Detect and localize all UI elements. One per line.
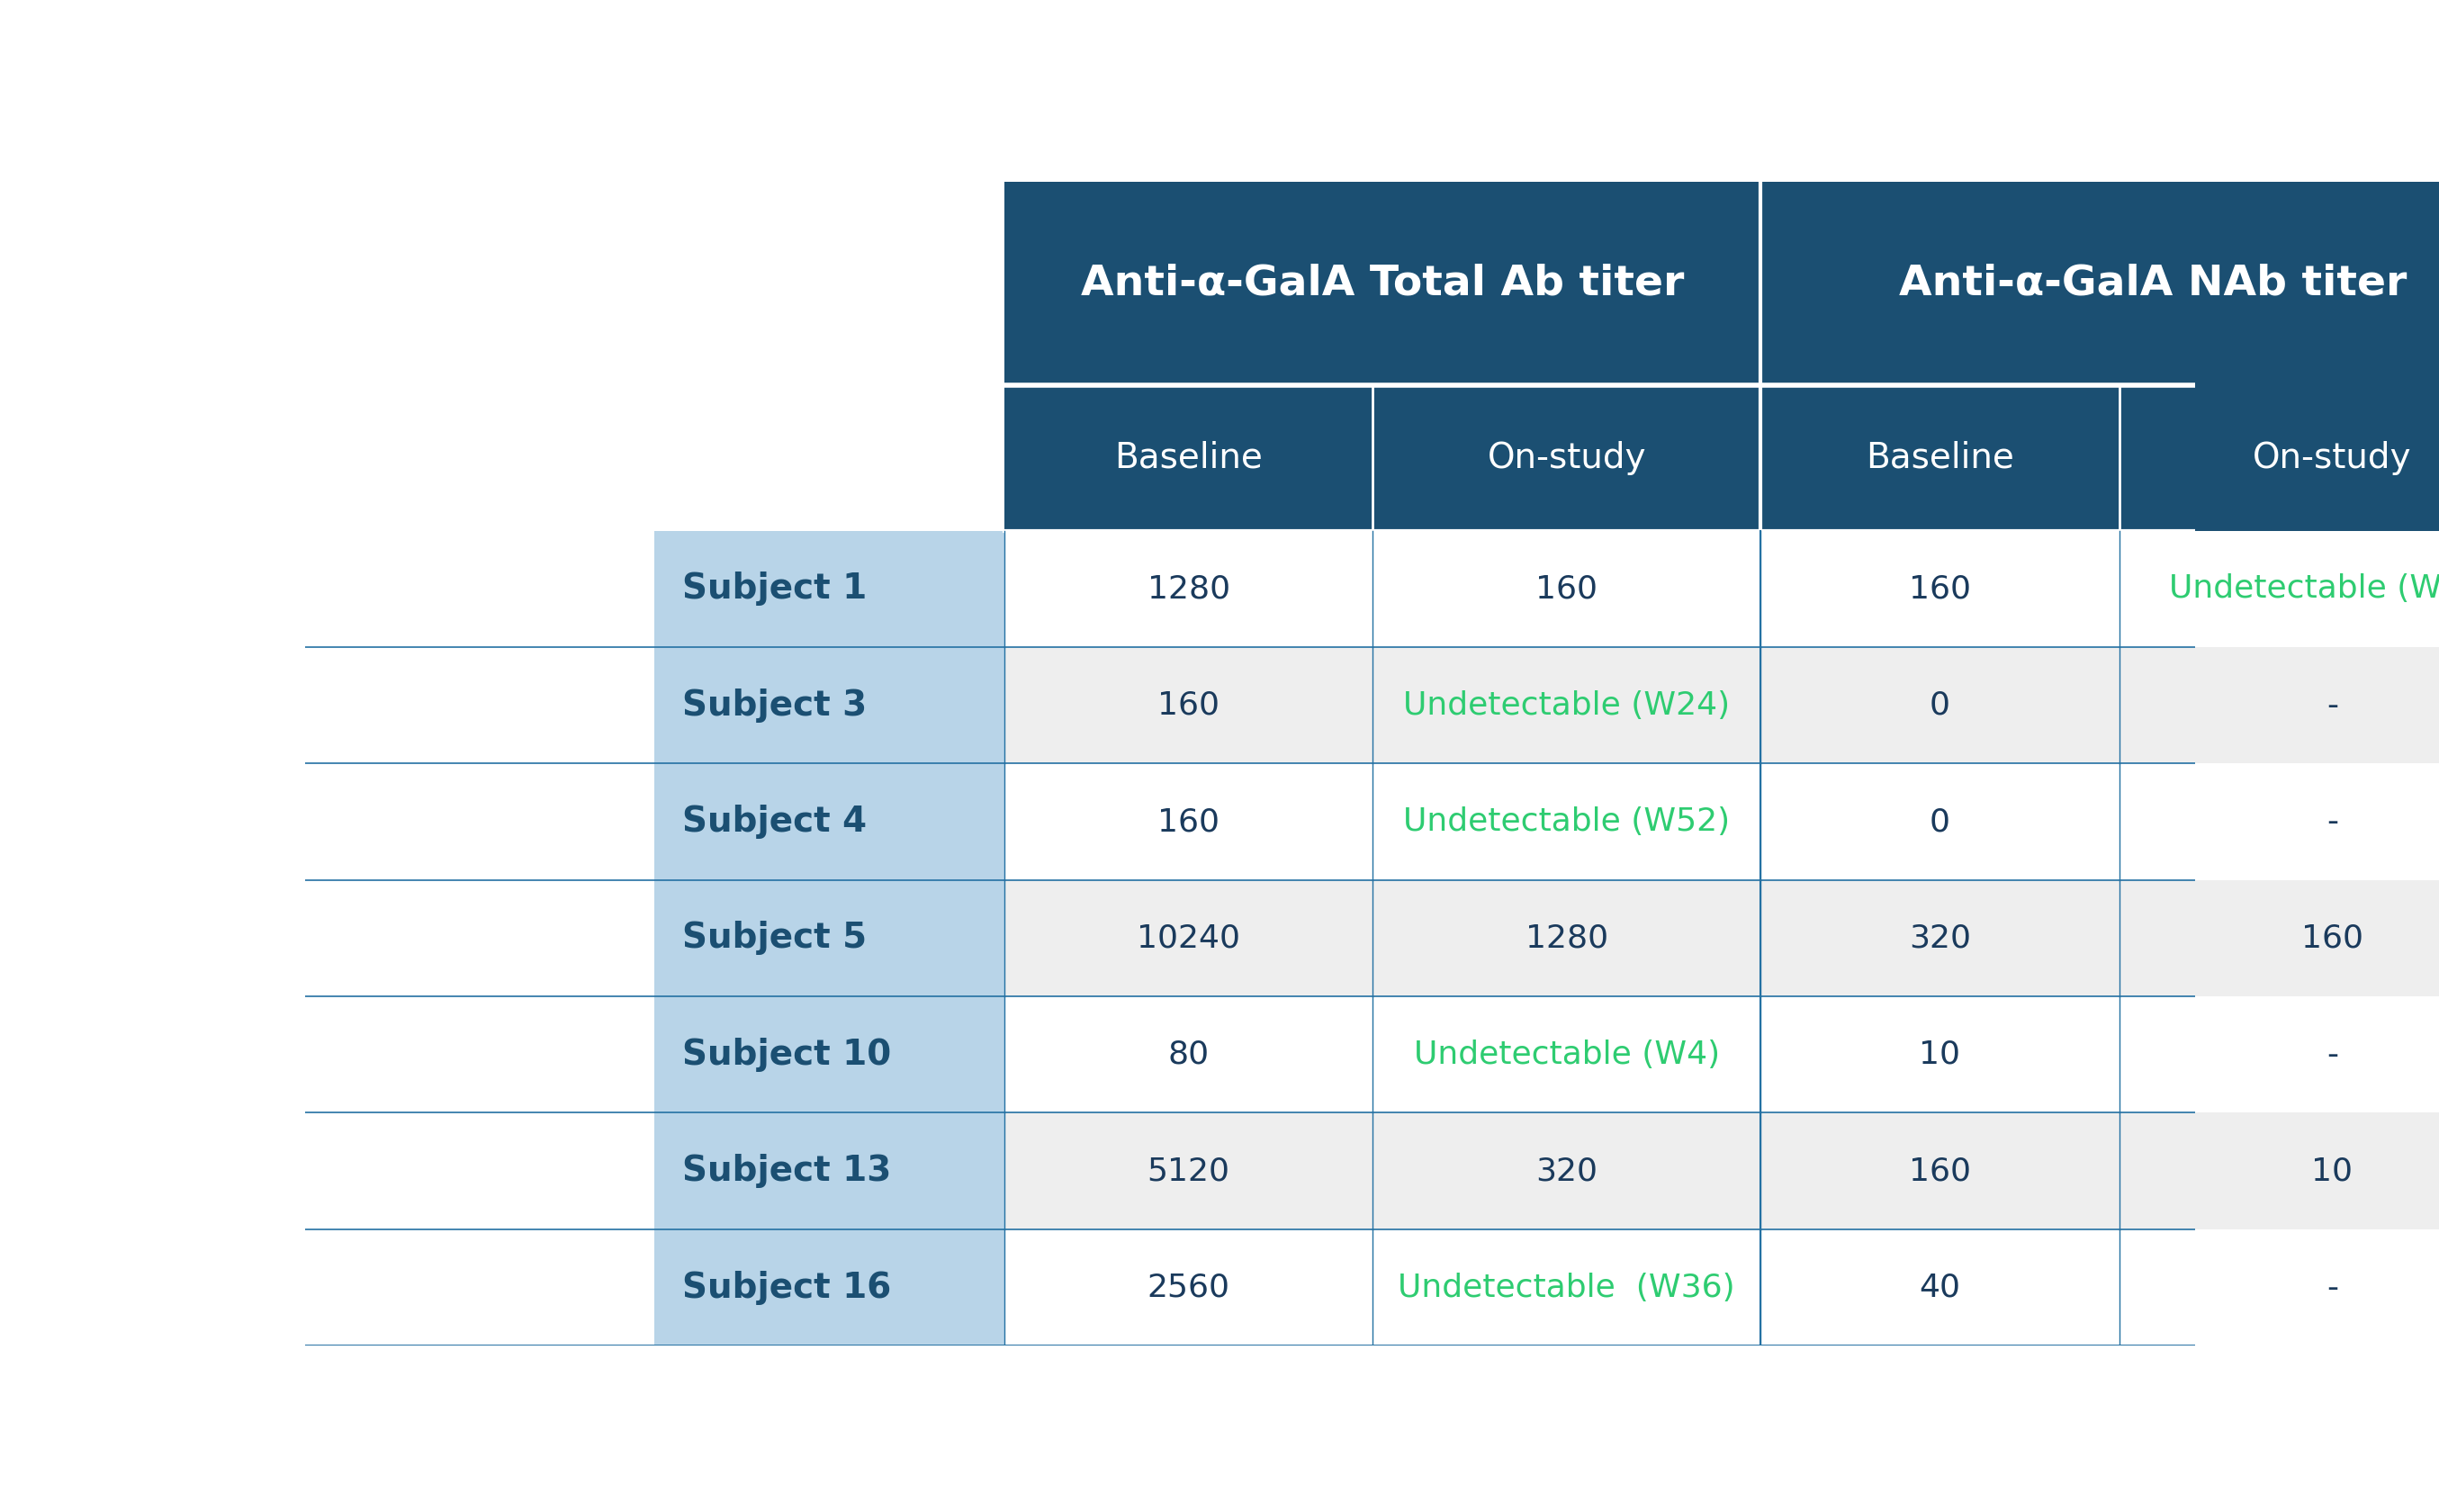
Text: 1280: 1280 (1146, 573, 1229, 605)
Text: -: - (2327, 1039, 2339, 1070)
Text: Undetectable (W24): Undetectable (W24) (1402, 689, 1729, 721)
Bar (1761, 386, 2119, 531)
Bar (1005, 386, 1373, 531)
Text: Subject 4: Subject 4 (683, 804, 868, 839)
Text: 160: 160 (2300, 922, 2363, 954)
Bar (1373, 647, 1761, 764)
Bar (1373, 531, 1761, 647)
Text: 40: 40 (1919, 1272, 1961, 1303)
Bar (1761, 764, 2119, 880)
Bar (1373, 880, 1761, 996)
Text: 160: 160 (1159, 806, 1220, 838)
Bar (654, 386, 1005, 531)
Bar (2119, 531, 2439, 647)
Bar (1761, 647, 2119, 764)
Text: 160: 160 (1159, 689, 1220, 721)
Text: Subject 3: Subject 3 (683, 688, 868, 723)
Bar (2119, 386, 2439, 531)
Text: On-study: On-study (1488, 442, 1646, 475)
Bar (2119, 880, 2439, 996)
Text: Undetectable (W36): Undetectable (W36) (2168, 573, 2439, 605)
Bar (1005, 181, 1761, 386)
Text: 160: 160 (1910, 573, 1971, 605)
Text: 10: 10 (1919, 1039, 1961, 1070)
Text: Undetectable  (W36): Undetectable (W36) (1398, 1272, 1734, 1303)
Text: 10: 10 (2312, 1155, 2354, 1187)
Bar (1005, 1229, 1373, 1346)
Bar (305, 181, 654, 531)
Text: Subject 16: Subject 16 (683, 1270, 893, 1305)
Text: Subject 10: Subject 10 (683, 1037, 893, 1072)
Bar (654, 880, 1005, 996)
Bar (1005, 531, 1373, 647)
Bar (1005, 647, 1373, 764)
Bar (654, 1113, 1005, 1229)
Text: -: - (2327, 689, 2339, 721)
Text: Baseline: Baseline (1866, 442, 2015, 475)
Text: On-study: On-study (2254, 442, 2412, 475)
Bar (1761, 531, 2119, 647)
Bar (654, 181, 1005, 386)
Text: 5120: 5120 (1146, 1155, 1229, 1187)
Bar (1005, 1113, 1373, 1229)
Bar (1373, 386, 1761, 531)
Bar (654, 996, 1005, 1113)
Bar (1373, 996, 1761, 1113)
Text: 0: 0 (1929, 806, 1951, 838)
Bar (1005, 880, 1373, 996)
Bar (2119, 1113, 2439, 1229)
Bar (1761, 181, 2439, 386)
Text: 320: 320 (1537, 1155, 1598, 1187)
Text: 2560: 2560 (1146, 1272, 1229, 1303)
Text: Anti-α-GalA NAb titer: Anti-α-GalA NAb titer (1898, 263, 2407, 304)
Bar (1005, 764, 1373, 880)
Text: 160: 160 (1910, 1155, 1971, 1187)
Bar (1373, 764, 1761, 880)
Text: -: - (2327, 806, 2339, 838)
Text: Undetectable (W4): Undetectable (W4) (1415, 1039, 1719, 1070)
Text: Baseline: Baseline (1115, 442, 1263, 475)
Bar (1761, 1229, 2119, 1346)
Bar (2119, 996, 2439, 1113)
Bar (2119, 647, 2439, 764)
Text: -: - (2327, 1272, 2339, 1303)
Text: 320: 320 (1910, 922, 1971, 954)
Bar (1761, 880, 2119, 996)
Bar (654, 1229, 1005, 1346)
Bar (1761, 1113, 2119, 1229)
Text: Subject 1: Subject 1 (683, 572, 868, 606)
Text: Anti-α-GalA Total Ab titer: Anti-α-GalA Total Ab titer (1080, 263, 1683, 304)
Text: 1280: 1280 (1524, 922, 1607, 954)
Text: 160: 160 (1537, 573, 1598, 605)
Bar (1373, 1113, 1761, 1229)
Bar (1005, 996, 1373, 1113)
Bar (1373, 1229, 1761, 1346)
Text: 0: 0 (1929, 689, 1951, 721)
Bar (1761, 996, 2119, 1113)
Text: 80: 80 (1168, 1039, 1210, 1070)
Bar (654, 647, 1005, 764)
Bar (654, 764, 1005, 880)
Bar (2119, 764, 2439, 880)
Text: 10240: 10240 (1137, 922, 1241, 954)
Text: Undetectable (W52): Undetectable (W52) (1402, 806, 1729, 838)
Bar (2119, 1229, 2439, 1346)
Text: Subject 5: Subject 5 (683, 921, 868, 956)
Text: Subject 13: Subject 13 (683, 1154, 893, 1188)
Bar (654, 531, 1005, 647)
